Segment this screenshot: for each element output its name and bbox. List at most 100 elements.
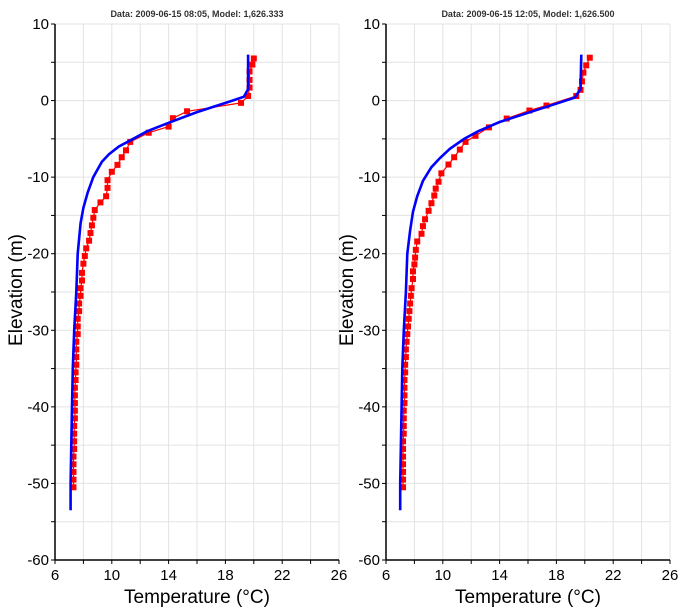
data-point-marker: [419, 223, 426, 230]
data-point-marker: [526, 107, 533, 114]
data-point-marker: [414, 238, 421, 245]
data-point-marker: [402, 361, 409, 368]
data-point-marker: [400, 484, 407, 491]
x-tick-label: 18: [548, 567, 565, 584]
data-point-marker: [401, 392, 408, 399]
data-point-marker: [407, 292, 414, 299]
data-series-line: [72, 58, 255, 488]
y-tick-label: -30: [27, 322, 49, 339]
x-tick-label: 26: [331, 567, 348, 584]
data-point-marker: [77, 292, 84, 299]
data-point-marker: [104, 184, 111, 191]
data-point-marker: [87, 230, 94, 237]
y-tick-label: -60: [358, 552, 380, 569]
data-point-marker: [74, 323, 81, 330]
data-point-marker: [108, 168, 115, 175]
data-point-marker: [114, 161, 121, 168]
data-point-marker: [104, 177, 111, 184]
data-point-marker: [403, 338, 410, 345]
data-point-marker: [103, 193, 110, 200]
data-point-marker: [97, 199, 104, 206]
model-series-line: [69, 54, 250, 511]
data-point-marker: [70, 461, 77, 468]
y-tick-label: -40: [358, 399, 380, 416]
x-axis-label: Temperature (°C): [455, 587, 601, 608]
data-point-marker: [412, 254, 419, 261]
data-point-marker: [73, 346, 80, 353]
chart-panel-2: 6 10 14 18 22 26 10 0 -10 -20 -30 -40 -50 -60 Data: 20…: [337, 9, 678, 608]
data-point-marker: [451, 154, 458, 161]
data-point-marker: [250, 55, 257, 62]
data-point-marker: [438, 170, 445, 177]
data-point-marker: [249, 61, 256, 68]
data-point-marker: [70, 484, 77, 491]
data-point-marker: [400, 430, 407, 437]
data-point-marker: [83, 245, 90, 252]
data-point-marker: [72, 377, 79, 384]
chart-panel-1: 6 10 14 18 22 26 10 0 -10 -20 -30 -40 -50 -60 Data: 20…: [6, 9, 347, 608]
data-point-marker: [76, 308, 83, 315]
data-point-marker: [246, 76, 253, 83]
x-tick-label: 10: [434, 567, 451, 584]
data-point-marker: [402, 354, 409, 361]
data-point-marker: [71, 407, 78, 414]
data-point-marker: [425, 207, 432, 214]
data-point-marker: [400, 476, 407, 483]
data-point-marker: [580, 69, 587, 76]
data-point-marker: [88, 222, 95, 229]
data-point-marker: [406, 308, 413, 315]
data-point-marker: [405, 323, 412, 330]
data-point-marker: [401, 384, 408, 391]
y-tick-label: -40: [27, 399, 49, 416]
x-tick-label: 22: [274, 567, 291, 584]
data-point-marker: [123, 147, 129, 154]
data-point-marker: [74, 315, 81, 322]
data-point-marker: [400, 468, 407, 475]
x-tick-label: 10: [103, 567, 120, 584]
data-point-marker: [73, 361, 80, 368]
data-point-marker: [118, 154, 125, 161]
data-point-marker: [70, 468, 77, 475]
data-point-marker: [70, 453, 77, 460]
data-point-marker: [428, 200, 435, 207]
y-tick-label: -50: [27, 475, 49, 492]
data-point-marker: [71, 423, 78, 429]
x-tick-label: 6: [382, 567, 390, 584]
x-tick-label: 14: [160, 567, 177, 584]
data-point-marker: [407, 300, 414, 307]
data-point-marker: [145, 129, 152, 136]
data-point-marker: [70, 476, 77, 483]
data-point-marker: [418, 230, 425, 237]
y-tick-label: 0: [372, 93, 380, 110]
data-point-marker: [400, 461, 407, 468]
data-point-marker: [402, 346, 409, 353]
data-point-marker: [405, 315, 412, 322]
x-tick-label: 26: [662, 567, 679, 584]
data-point-marker: [432, 185, 439, 192]
data-point-marker: [400, 415, 407, 422]
data-point-marker: [71, 415, 78, 422]
y-tick-label: -10: [358, 169, 380, 186]
data-point-marker: [412, 246, 419, 253]
data-point-marker: [435, 178, 442, 185]
data-point-marker: [404, 331, 411, 338]
data-point-marker: [169, 115, 176, 122]
data-point-marker: [400, 407, 407, 414]
data-point-marker: [72, 369, 79, 376]
y-axis-label: Elevation (m): [337, 234, 358, 346]
y-tick-label: -30: [358, 322, 380, 339]
x-tick-label: 6: [51, 567, 59, 584]
data-point-marker: [74, 331, 81, 338]
data-point-marker: [90, 214, 97, 221]
data-point-marker: [445, 161, 452, 168]
data-point-marker: [408, 285, 415, 292]
data-point-marker: [583, 62, 590, 69]
data-point-marker: [422, 216, 429, 223]
data-point-marker: [73, 338, 80, 345]
data-point-marker: [78, 277, 85, 284]
y-tick-label: -20: [358, 246, 380, 263]
data-point-marker: [411, 261, 418, 268]
data-point-marker: [400, 423, 407, 429]
x-tick-label: 14: [491, 567, 508, 584]
